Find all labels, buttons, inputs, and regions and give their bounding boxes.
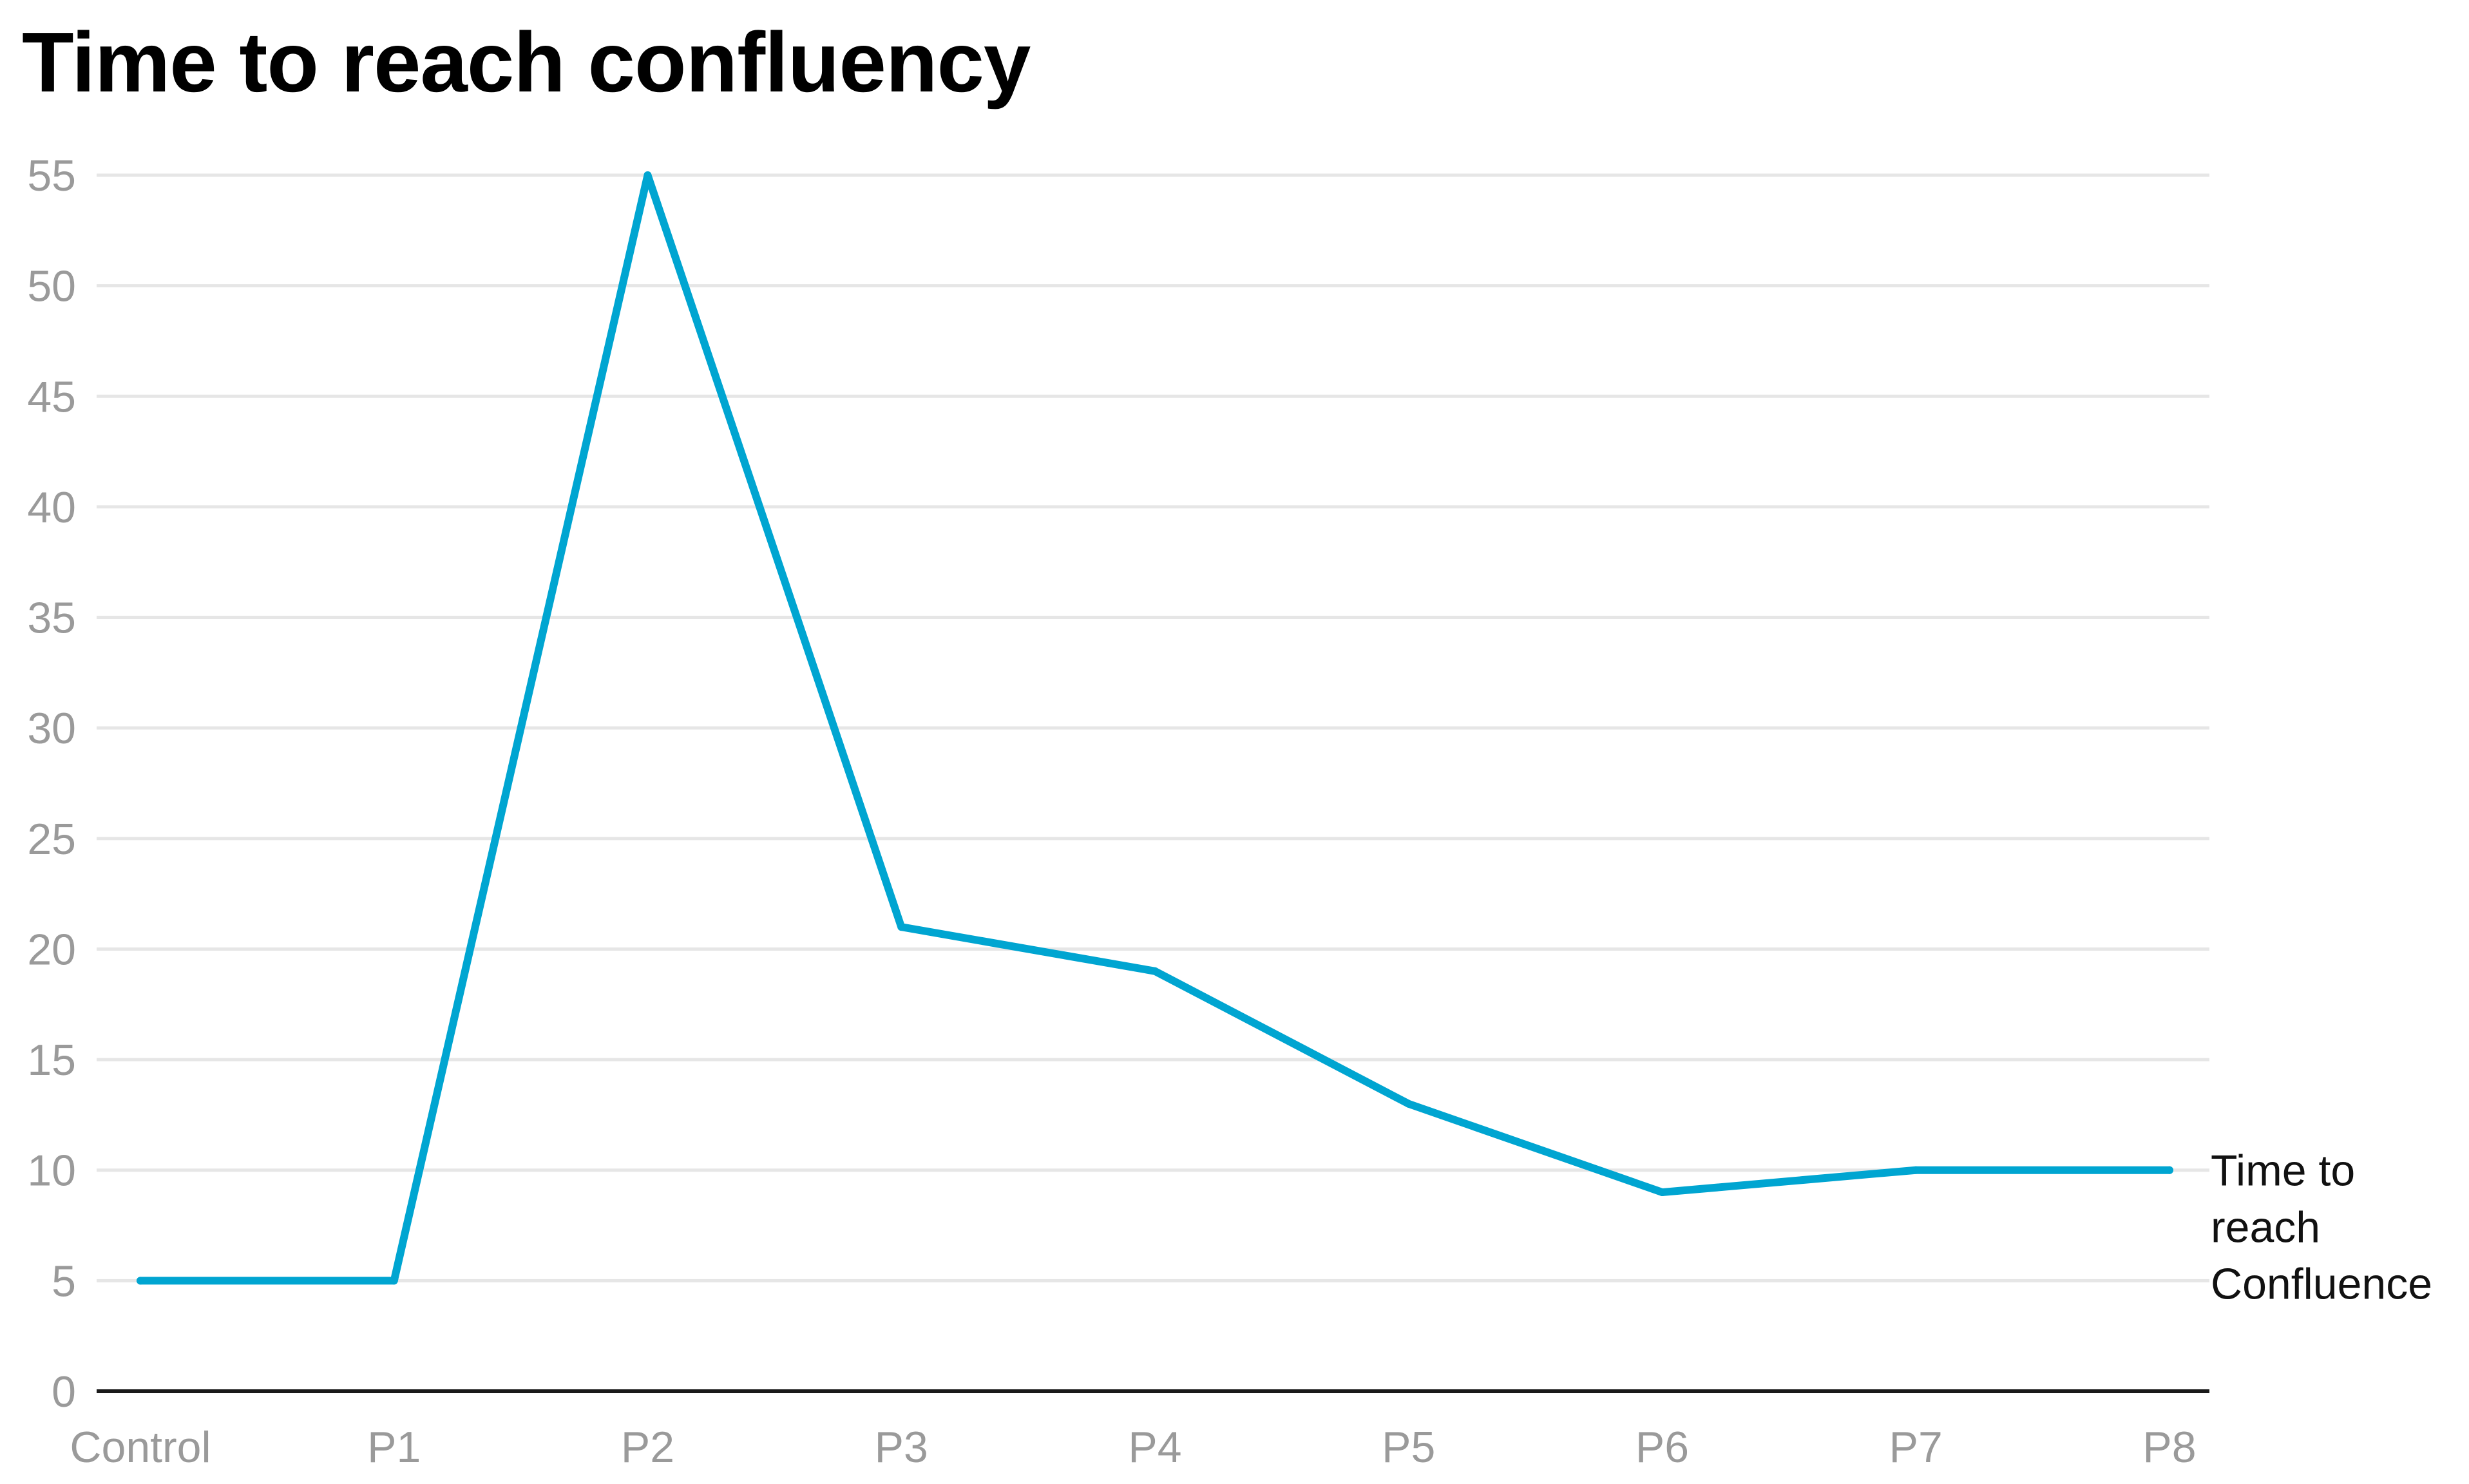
x-tick-label-p7: P7 (1889, 1423, 1943, 1472)
data-point-p8 (2166, 1166, 2173, 1174)
x-tick-label-p5: P5 (1382, 1423, 1435, 1472)
x-tick-label-p8: P8 (2142, 1423, 2196, 1472)
x-tick-label-p4: P4 (1128, 1423, 1181, 1472)
data-point-p6 (1658, 1188, 1666, 1197)
x-tick-label-p6: P6 (1635, 1423, 1689, 1472)
x-tick-label-control: Control (70, 1423, 211, 1472)
y-tick-label-30: 30 (27, 704, 76, 753)
data-point-p2 (643, 171, 652, 179)
series (137, 171, 2173, 1285)
y-tick-label-35: 35 (27, 594, 76, 643)
data-point-p4 (1151, 967, 1159, 975)
y-tick-label-20: 20 (27, 925, 76, 974)
data-point-control (137, 1277, 144, 1285)
y-tick-label-5: 5 (52, 1257, 76, 1306)
y-tick-label-40: 40 (27, 483, 76, 532)
x-tick-label-p1: P1 (367, 1423, 421, 1472)
y-tick-label-50: 50 (27, 262, 76, 311)
series-label-line: reach (2211, 1203, 2320, 1252)
data-point-p5 (1404, 1099, 1413, 1108)
y-axis-ticks: 0 5 10 15 20 25 30 35 40 45 50 55 (27, 151, 76, 1416)
series-label-line: Confluence (2211, 1260, 2432, 1309)
series-label-line: Time to (2211, 1146, 2355, 1195)
x-axis-ticks: Control P1 P2 P3 P4 P5 P6 P7 P8 (70, 1423, 2196, 1472)
data-point-p3 (897, 923, 906, 931)
series-labels: Time to reach Confluence (2211, 1146, 2432, 1309)
y-tick-label-15: 15 (27, 1036, 76, 1085)
data-point-p1 (390, 1277, 398, 1285)
y-tick-label-45: 45 (27, 372, 76, 421)
data-point-p7 (1912, 1166, 1920, 1174)
gridlines (97, 173, 2209, 1282)
y-tick-label-0: 0 (52, 1367, 76, 1416)
x-tick-label-p3: P3 (875, 1423, 928, 1472)
y-tick-label-55: 55 (27, 151, 76, 200)
series-label: Time to reach Confluence (2211, 1146, 2432, 1309)
y-tick-label-10: 10 (27, 1146, 76, 1195)
x-tick-label-p2: P2 (621, 1423, 674, 1472)
y-tick-label-25: 25 (27, 815, 76, 864)
chart-title: Time to reach confluency (22, 15, 1031, 109)
